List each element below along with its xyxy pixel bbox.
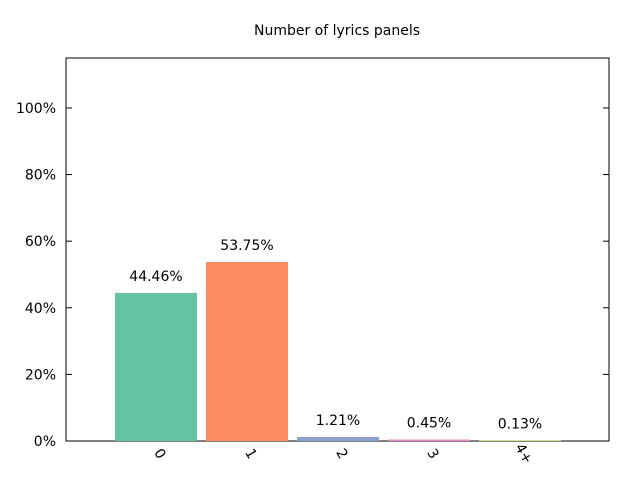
y-tick-label: 0% bbox=[34, 434, 56, 450]
y-tick-label: 20% bbox=[25, 367, 56, 383]
bar-1 bbox=[206, 261, 288, 441]
x-tick-label-3: 3 bbox=[423, 446, 441, 462]
y-tick-label: 40% bbox=[25, 301, 56, 317]
data-label-2: 1.21% bbox=[316, 413, 360, 429]
bar-2 bbox=[297, 436, 379, 441]
data-label-3: 0.45% bbox=[407, 416, 451, 432]
data-label-4+: 0.13% bbox=[498, 417, 542, 433]
x-tick-label-4+: 4+ bbox=[511, 441, 535, 467]
y-tick-label: 80% bbox=[25, 168, 56, 184]
y-tick-label: 60% bbox=[25, 234, 56, 250]
data-label-1: 53.75% bbox=[220, 238, 273, 254]
bar-4+ bbox=[479, 440, 561, 441]
bar-0 bbox=[115, 292, 197, 441]
chart-title: Number of lyrics panels bbox=[254, 23, 420, 39]
x-tick-label-2: 2 bbox=[332, 446, 350, 462]
data-label-0: 44.46% bbox=[129, 269, 182, 285]
bar-3 bbox=[388, 439, 470, 441]
x-tick-label-1: 1 bbox=[241, 446, 259, 462]
y-tick-label: 100% bbox=[16, 101, 56, 117]
x-tick-label-0: 0 bbox=[150, 446, 168, 462]
